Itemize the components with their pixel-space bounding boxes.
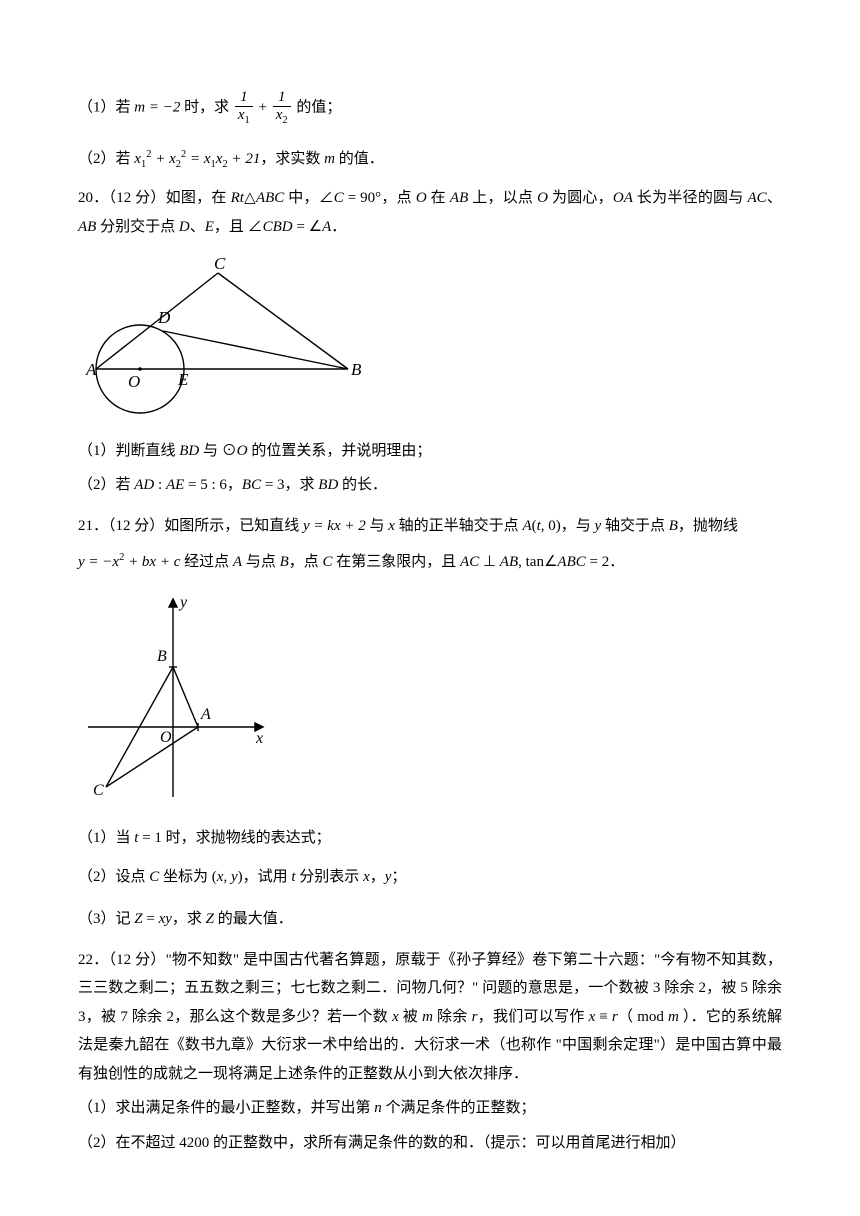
q21-eq: y = −x2 + bx + c [78, 554, 180, 570]
q19-p1-prefix: （1）若 [78, 100, 134, 116]
q21-svg: O A B C x y [78, 589, 273, 804]
q20-header: 20．（12 分）如图，在 Rt△ABC 中，∠C = 90°，点 O 在 AB… [78, 184, 782, 241]
svg-text:x: x [255, 730, 263, 747]
svg-text:E: E [177, 370, 189, 389]
q19-p1-eq: m = −2 [134, 100, 180, 116]
q21-diagram: O A B C x y [78, 589, 782, 815]
q20-header-b: AB 分别交于点 D、E，且 ∠CBD = ∠A． [78, 219, 346, 235]
q19-part2: （2）若 x12 + x22 = x1x2 + 21，求实数 m 的值． [78, 145, 782, 175]
q20-part2: （2）若 AD : AE = 5 : 6，BC = 3，求 BD 的长． [78, 471, 782, 500]
svg-text:B: B [157, 648, 167, 665]
q20-diagram: A B C D E O [78, 251, 782, 427]
svg-text:D: D [157, 308, 171, 327]
q21-header: 21．（12 分）如图所示，已知直线 y = kx + 2 与 x 轴的正半轴交… [78, 512, 782, 541]
svg-text:C: C [93, 782, 104, 799]
q22-part1: （1）求出满足条件的最小正整数，并写出第 n 个满足条件的正整数； [78, 1094, 782, 1123]
q21-part1: （1）当 t = 1 时，求抛物线的表达式； [78, 824, 782, 853]
q20-svg: A B C D E O [78, 251, 368, 416]
q22-text: 22．（12 分）"物不知数" 是中国古代著名算题，原载于《孙子算经》卷下第二十… [78, 946, 782, 1089]
q19-plus: + [255, 100, 271, 116]
svg-text:y: y [178, 594, 188, 611]
svg-text:B: B [351, 360, 362, 379]
svg-text:C: C [214, 254, 226, 273]
svg-text:A: A [85, 360, 97, 379]
q20-header-a: 20．（12 分）如图，在 Rt△ABC 中，∠C = 90°，点 O 在 AB… [78, 190, 782, 206]
svg-text:A: A [200, 706, 211, 723]
q21-header2: y = −x2 + bx + c 经过点 A 与点 B，点 C 在第三象限内，且… [78, 548, 782, 577]
q20-part1: （1）判断直线 BD 与 ⊙O 的位置关系，并说明理由； [78, 437, 782, 466]
q19-p1-mid: 时，求 [180, 100, 233, 116]
q19-frac1: 1x1 [235, 90, 253, 127]
q19-frac2: 1x2 [273, 90, 291, 127]
q19-p2-prefix: （2）若 [78, 151, 134, 167]
q21-part2: （2）设点 C 坐标为 (x, y)，试用 t 分别表示 x，y； [78, 863, 782, 892]
svg-text:O: O [128, 372, 140, 391]
q21-h2b: 经过点 A 与点 B，点 C 在第三象限内，且 AC ⊥ AB, tan∠ABC… [180, 554, 624, 570]
q19-p2-suffix: ，求实数 m 的值． [260, 151, 383, 167]
svg-text:O: O [160, 729, 172, 746]
q21-part3: （3）记 Z = xy，求 Z 的最大值． [78, 905, 782, 934]
q19-p1-suffix: 的值； [293, 100, 342, 116]
q22-part2: （2）在不超过 4200 的正整数中，求所有满足条件的数的和．（提示：可以用首尾… [78, 1129, 782, 1158]
q19-part1: （1）若 m = −2 时，求 1x1 + 1x2 的值； [78, 90, 782, 127]
q19-p2-eq: x12 + x22 = x1x2 + 21 [134, 151, 260, 167]
